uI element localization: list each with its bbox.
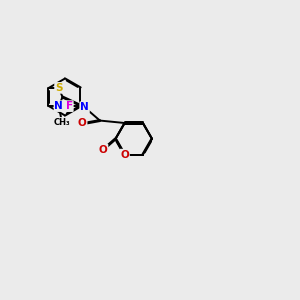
Text: N: N <box>55 101 63 111</box>
Text: N: N <box>80 102 89 112</box>
Text: O: O <box>78 118 87 128</box>
Text: S: S <box>55 83 63 93</box>
Text: O: O <box>99 145 107 155</box>
Text: CH₃: CH₃ <box>53 118 70 127</box>
Text: F: F <box>66 101 73 111</box>
Text: O: O <box>120 150 129 160</box>
